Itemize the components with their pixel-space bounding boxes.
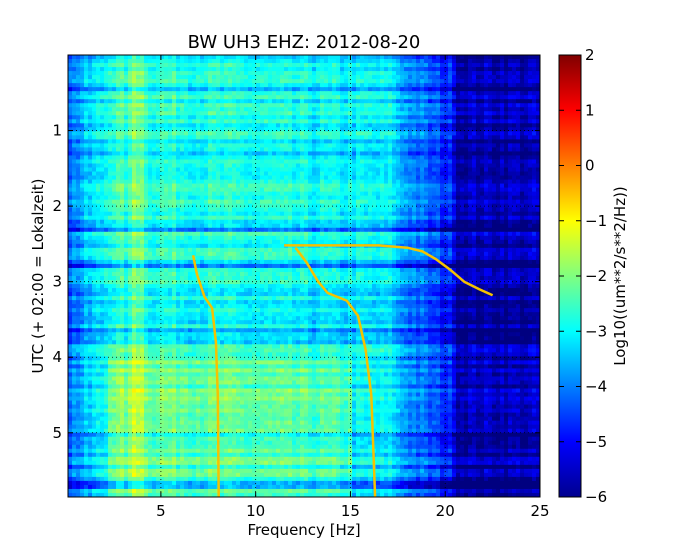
chart-title: BW UH3 EHZ: 2012-08-20 xyxy=(188,32,421,53)
y-tick-label: 2 xyxy=(52,197,62,215)
colorbar-tick-label: 2 xyxy=(585,46,595,64)
colorbar-ticks: 2 1 0 −1 −2 −3 −4 −5 −6 xyxy=(559,46,607,506)
colorbar-tick-label: −6 xyxy=(585,488,607,506)
x-axis-ticks: 5 10 15 20 25 xyxy=(156,55,550,520)
x-tick-label: 25 xyxy=(530,502,549,520)
colorbar-tick-label: −3 xyxy=(585,322,607,340)
spectrogram-heatmap xyxy=(68,55,540,497)
tremor-line xyxy=(294,246,377,497)
colorbar-tick-label: −5 xyxy=(585,433,607,451)
x-tick-label: 5 xyxy=(156,502,166,520)
y-axis-label: UTC (+ 02:00 = Lokalzeit) xyxy=(29,178,47,373)
y-tick-label: 3 xyxy=(52,273,62,291)
grid-lines xyxy=(68,55,540,497)
y-axis-ticks: 1 2 3 4 5 xyxy=(52,122,540,442)
colorbar-tick-label: 1 xyxy=(585,101,595,119)
x-axis-label: Frequency [Hz] xyxy=(247,521,360,539)
tremor-line xyxy=(191,254,220,497)
colorbar-tick-label: −2 xyxy=(585,267,607,285)
y-tick-label: 5 xyxy=(52,424,62,442)
x-tick-label: 10 xyxy=(246,502,265,520)
x-tick-label: 15 xyxy=(341,502,360,520)
colorbar-tick-label: −4 xyxy=(585,378,607,396)
tremor-line xyxy=(284,244,494,297)
plot-frame xyxy=(67,54,541,498)
colorbar-tick-label: 0 xyxy=(585,157,595,175)
colorbar-label: Log10((um**2/s**2/Hz)) xyxy=(611,186,629,366)
colorbar-tick-label: −1 xyxy=(585,212,607,230)
x-tick-label: 20 xyxy=(436,502,455,520)
y-tick-label: 4 xyxy=(52,348,62,366)
tremor-lines xyxy=(191,244,494,497)
y-tick-label: 1 xyxy=(52,122,62,140)
